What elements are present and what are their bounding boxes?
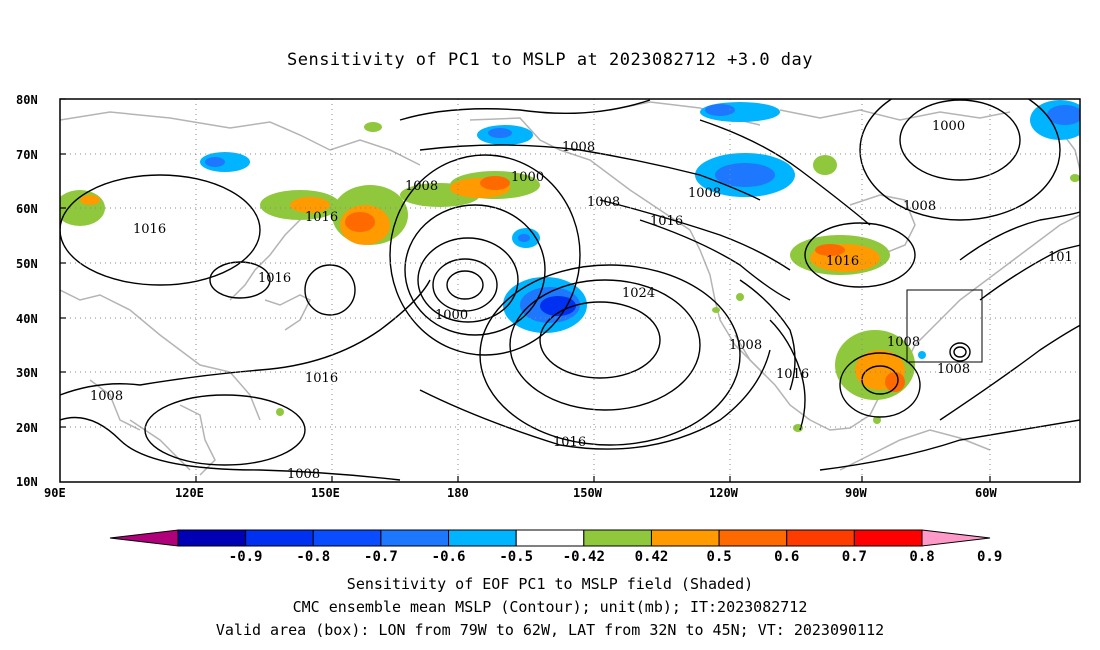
- contour-label: 1016: [258, 271, 291, 286]
- axis-ticks: [60, 98, 991, 482]
- grid-lines: [60, 99, 1080, 482]
- map-title: Sensitivity of PC1 to MSLP at 2023082712…: [286, 50, 813, 70]
- colorbar-tick-label: 0.7: [842, 549, 867, 565]
- colorbar-swatch: [177, 529, 247, 547]
- colorbar-tick-label: -0.9: [229, 549, 263, 565]
- contour-label: 1008: [688, 186, 721, 201]
- colorbar-tick-label: -0.42: [563, 549, 605, 565]
- lon-label: 120E: [175, 486, 204, 500]
- contour-label: 1008: [937, 362, 970, 377]
- contour-label: 1016: [826, 254, 859, 269]
- colorbar-tick-label: -0.7: [364, 549, 398, 565]
- colorbar-swatch: [312, 529, 382, 547]
- lon-label: 180: [447, 486, 469, 500]
- longitude-labels: 90E 120E 150E 180 150W 120W 90W 60W: [44, 486, 997, 500]
- lon-label: 120W: [709, 486, 739, 500]
- caption-line-3: Valid area (box): LON from 79W to 62W, L…: [215, 621, 885, 639]
- lon-label: 90E: [44, 486, 66, 500]
- colorbar-tick-label: -0.5: [499, 549, 533, 565]
- colorbar-tick-label: 0.42: [635, 549, 669, 565]
- contour-label: 1008: [729, 338, 762, 353]
- caption-line-2: CMC ensemble mean MSLP (Contour); unit(m…: [292, 598, 808, 616]
- colorbar-swatch: [448, 529, 517, 547]
- colorbar-tick-label: 0.9: [977, 549, 1002, 565]
- colorbar-swatch: [853, 529, 923, 547]
- negative-sensitivity-shading: [200, 100, 1080, 359]
- lat-label: 70N: [16, 148, 38, 162]
- contour-label: 1008: [562, 140, 595, 155]
- contour-label: 1016: [305, 210, 338, 225]
- colorbar-tick-label: -0.8: [296, 549, 330, 565]
- colorbar-tick-label: -0.6: [432, 549, 466, 565]
- contour-label: 1008: [405, 179, 438, 194]
- colorbar-tick-label: 0.8: [909, 549, 934, 565]
- contour-label: 1000: [932, 119, 965, 134]
- lat-label: 10N: [16, 475, 38, 489]
- contour-label: 1016: [133, 222, 166, 237]
- contour-label: 1008: [90, 389, 123, 404]
- lat-label: 80N: [16, 93, 38, 107]
- colorbar-tick-label: 0.5: [706, 549, 731, 565]
- contour-label: 1024: [622, 286, 655, 301]
- positive-sensitivity-shading: [60, 122, 1080, 432]
- colorbar-tick-label: 0.6: [774, 549, 799, 565]
- contour-label: 1000: [435, 308, 468, 323]
- contour-label: 1016: [305, 371, 338, 386]
- lon-label: 150W: [573, 486, 603, 500]
- valid-area-box: [906, 289, 983, 363]
- colorbar-swatch: [515, 529, 585, 547]
- colorbar-min-arrow: [109, 529, 179, 547]
- colorbar-swatch: [718, 529, 788, 547]
- contour-label: 1008: [887, 335, 920, 350]
- lat-label: 40N: [16, 312, 38, 326]
- lon-label: 150E: [311, 486, 340, 500]
- contour-label: 1008: [587, 195, 620, 210]
- contour-label: 101: [1048, 250, 1073, 265]
- contour-label: 1008: [903, 199, 936, 214]
- colorbar-swatch: [786, 529, 855, 547]
- contour-labels: 1016 1016 1016 1016 1008 1016 1008 1000 …: [90, 119, 1073, 482]
- lon-label: 90W: [845, 486, 867, 500]
- colorbar-swatch: [650, 529, 720, 547]
- caption-line-1: Sensitivity of EOF PC1 to MSLP field (Sh…: [346, 575, 754, 593]
- lat-label: 20N: [16, 421, 38, 435]
- colorbar-max-arrow: [921, 529, 991, 547]
- lon-label: 60W: [975, 486, 997, 500]
- latitude-labels: 80N 70N 60N 50N 40N 30N 20N 10N: [16, 93, 38, 489]
- colorbar-swatch: [245, 529, 314, 547]
- contour-label: 1000: [511, 170, 544, 185]
- lat-label: 60N: [16, 202, 38, 216]
- colorbar-swatch: [380, 529, 450, 547]
- map-frame: [59, 98, 1081, 483]
- contour-label: 1016: [553, 435, 586, 450]
- colorbar-swatch: [583, 529, 652, 547]
- lat-label: 30N: [16, 366, 38, 380]
- contour-label: 1016: [650, 214, 683, 229]
- contour-label: 1008: [287, 467, 320, 482]
- mslp-contours: [60, 99, 1080, 481]
- lat-label: 50N: [16, 257, 38, 271]
- contour-label: 1016: [776, 367, 809, 382]
- colorbar: -0.9 -0.8 -0.7 -0.6 -0.5 -0.42 0.42 0.5 0.6 0.7 0.…: [109, 529, 1002, 565]
